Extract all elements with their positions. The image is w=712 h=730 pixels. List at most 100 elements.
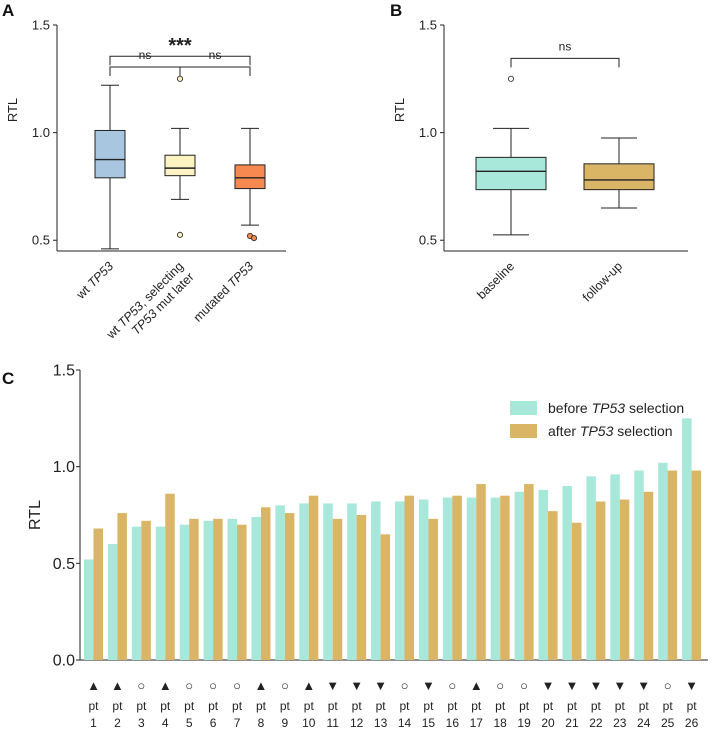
patient-number: 12 [350, 716, 364, 730]
patient-marker: ▲ [87, 678, 100, 693]
significance-label: *** [168, 35, 192, 57]
bar-after-pt17 [476, 484, 486, 660]
category-label: follow-up [580, 259, 625, 304]
patient-marker: ▲ [470, 678, 483, 693]
patient-prefix: pt [160, 699, 171, 713]
bar-before-pt25 [658, 462, 668, 660]
bar-before-pt23 [610, 474, 620, 660]
bar-before-pt3 [131, 526, 142, 660]
patient-number: 15 [422, 716, 436, 730]
bar-before-pt2 [107, 544, 118, 660]
patient-number: 4 [162, 716, 169, 730]
outlier-point [176, 75, 184, 82]
bar-before-pt16 [442, 497, 453, 660]
patient-number: 25 [661, 716, 675, 730]
category-label: mutated TP53 [191, 259, 256, 324]
patient-marker: ○ [520, 678, 528, 693]
patient-prefix: pt [447, 699, 458, 713]
patient-marker: ○ [233, 678, 241, 693]
bar-before-pt9 [275, 505, 285, 660]
bar-after-pt4 [165, 493, 175, 660]
patient-prefix: pt [304, 699, 315, 713]
y-tick-label: 1.0 [32, 125, 50, 140]
patient-marker: ▲ [111, 678, 124, 693]
patient-marker: ▼ [374, 678, 387, 693]
patient-number: 19 [517, 716, 531, 730]
patient-prefix: pt [376, 699, 387, 713]
bar-after-pt2 [117, 513, 127, 660]
patient-number: 2 [114, 716, 121, 730]
panel-label-a: A [2, 1, 14, 20]
bar-before-pt14 [395, 501, 405, 660]
patient-number: 6 [210, 716, 217, 730]
bar-before-pt8 [251, 516, 261, 660]
patient-prefix: pt [687, 699, 698, 713]
patient-marker: ▼ [422, 678, 435, 693]
panel-label-c: C [2, 369, 14, 388]
patient-marker: ▲ [159, 678, 172, 693]
patient-marker: ▼ [613, 678, 626, 693]
bar-before-pt24 [634, 470, 644, 660]
bar-before-pt20 [538, 489, 549, 660]
bar-after-pt14 [404, 495, 414, 660]
category-label: baseline [474, 259, 517, 302]
y-tick-label: 0.5 [53, 556, 75, 573]
bar-before-pt4 [155, 526, 166, 660]
bar-after-pt20 [548, 511, 558, 660]
patient-number: 23 [613, 716, 627, 730]
outlier-point [507, 75, 515, 82]
box-iqr [164, 154, 196, 177]
significance-label: ns [559, 39, 572, 53]
patient-prefix: pt [280, 699, 291, 713]
y-tick-label: 1.5 [53, 363, 75, 380]
patient-marker: ○ [281, 678, 289, 693]
bar-after-pt24 [643, 491, 654, 660]
patient-number: 20 [541, 716, 555, 730]
patient-prefix: pt [352, 699, 363, 713]
bar-before-pt5 [179, 524, 190, 660]
patient-number: 26 [685, 716, 699, 730]
significance-annotation: ns [179, 48, 251, 76]
legend-swatch-before [510, 401, 537, 415]
patient-prefix: pt [567, 699, 578, 713]
bar-after-pt3 [141, 520, 151, 660]
patient-prefix: pt [471, 699, 482, 713]
patient-marker: ○ [448, 678, 456, 693]
patient-prefix: pt [423, 699, 434, 713]
significance-annotation: *** [109, 35, 251, 66]
legend-swatch-after [510, 424, 537, 438]
patient-number: 8 [258, 716, 265, 730]
bar-after-pt13 [380, 534, 391, 660]
patient-marker: ▼ [350, 678, 363, 693]
bar-after-pt8 [260, 507, 271, 660]
patient-number: 18 [494, 716, 508, 730]
bar-before-pt10 [299, 503, 309, 660]
panel-c-barchart: 0.0 0.5 1.0 1.5 RTL ▲ pt 1 ▲ pt 2 ○ pt 3 ▲ pt 4 ○ pt 5 ○ pt 6 ○… [27, 363, 708, 730]
patient-marker: ○ [209, 678, 217, 693]
patient-number: 17 [470, 716, 484, 730]
bar-after-pt6 [213, 518, 223, 660]
bar-after-pt25 [667, 470, 678, 660]
significance-label: ns [209, 48, 222, 62]
bar-after-pt26 [691, 470, 702, 660]
patient-prefix: pt [256, 699, 267, 713]
bar-after-pt9 [284, 513, 295, 660]
bar-after-pt16 [452, 495, 462, 660]
panel-label-b: B [390, 1, 402, 20]
patient-prefix: pt [639, 699, 650, 713]
patient-number: 24 [637, 716, 651, 730]
patient-number: 10 [302, 716, 316, 730]
y-tick-label: 1.5 [419, 18, 437, 33]
bar-after-pt15 [428, 518, 438, 660]
patient-prefix: pt [112, 699, 123, 713]
bar-before-pt17 [466, 497, 477, 660]
bar-after-pt21 [571, 522, 582, 660]
patient-number: 22 [589, 716, 603, 730]
patient-marker: ▲ [302, 678, 315, 693]
patient-number: 21 [565, 716, 579, 730]
bar-after-pt19 [524, 484, 534, 660]
y-tick-label: 1.0 [419, 125, 437, 140]
patient-marker: ○ [137, 678, 145, 693]
patient-number: 16 [446, 716, 460, 730]
